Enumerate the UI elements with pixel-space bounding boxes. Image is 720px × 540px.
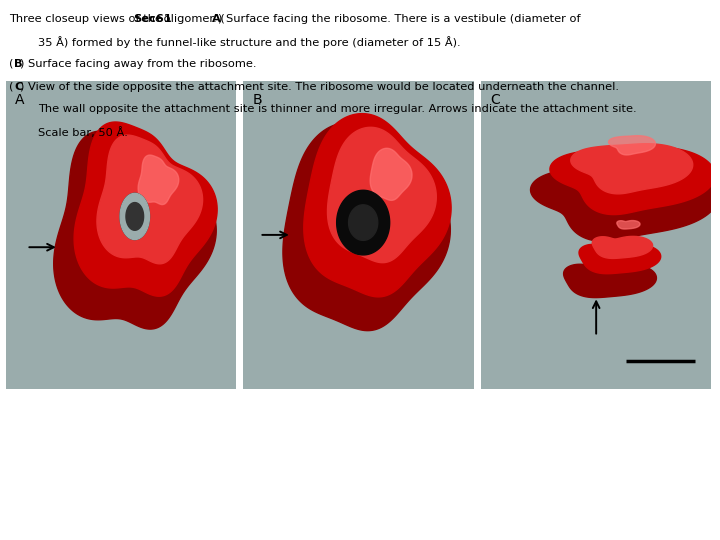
- Polygon shape: [283, 123, 450, 330]
- Text: (: (: [9, 59, 13, 69]
- Polygon shape: [126, 202, 143, 230]
- Text: oligomer. (: oligomer. (: [160, 14, 225, 24]
- Text: B: B: [14, 59, 23, 69]
- Text: (: (: [9, 82, 13, 92]
- Text: Three closeup views of the: Three closeup views of the: [9, 14, 166, 24]
- Polygon shape: [593, 237, 652, 259]
- Polygon shape: [120, 193, 150, 240]
- Text: ) View of the side opposite the attachment site. The ribosome would be located u: ) View of the side opposite the attachme…: [20, 82, 619, 92]
- Text: ) Surface facing the ribosome. There is a vestibule (diameter of: ) Surface facing the ribosome. There is …: [218, 14, 581, 24]
- Polygon shape: [74, 122, 217, 296]
- Polygon shape: [337, 190, 390, 255]
- Polygon shape: [304, 113, 451, 297]
- Text: C: C: [14, 82, 23, 92]
- Text: ) Surface facing away from the ribosome.: ) Surface facing away from the ribosome.: [20, 59, 256, 69]
- Polygon shape: [531, 164, 718, 241]
- Polygon shape: [328, 127, 436, 262]
- Text: A: A: [212, 14, 221, 24]
- Polygon shape: [348, 205, 378, 240]
- Text: The wall opposite the attachment site is thinner and more irregular. Arrows indi: The wall opposite the attachment site is…: [38, 104, 636, 114]
- Text: 35 Å) formed by the funnel-like structure and the pore (diameter of 15 Å).: 35 Å) formed by the funnel-like structur…: [38, 36, 461, 48]
- Polygon shape: [120, 193, 150, 240]
- Polygon shape: [138, 155, 179, 205]
- Text: C: C: [490, 93, 500, 107]
- Polygon shape: [550, 147, 715, 214]
- Polygon shape: [571, 144, 693, 194]
- Polygon shape: [579, 244, 661, 274]
- Polygon shape: [97, 135, 202, 264]
- Text: Scale bar, 50 Å.: Scale bar, 50 Å.: [38, 127, 128, 138]
- Polygon shape: [54, 131, 216, 329]
- Polygon shape: [617, 220, 640, 229]
- Polygon shape: [370, 148, 412, 200]
- Text: B: B: [253, 93, 262, 107]
- Polygon shape: [564, 264, 657, 298]
- Polygon shape: [608, 136, 655, 155]
- Text: A: A: [15, 93, 24, 107]
- Text: Sec61: Sec61: [133, 14, 172, 24]
